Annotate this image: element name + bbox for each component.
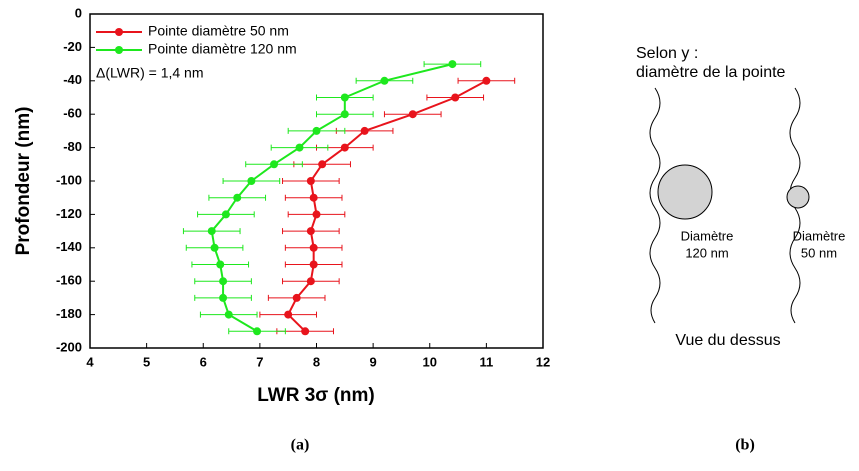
point xyxy=(312,126,321,135)
point xyxy=(292,293,301,302)
y-tick-label: -120 xyxy=(56,206,82,221)
y-tick-label: -160 xyxy=(56,273,82,288)
x-tick-label: 9 xyxy=(370,354,377,369)
point xyxy=(340,143,349,152)
x-tick-label: 12 xyxy=(536,354,550,369)
point xyxy=(224,310,233,319)
y-tick-label: -100 xyxy=(56,172,82,187)
point xyxy=(210,243,219,252)
annotation: Δ(LWR) = 1,4 nm xyxy=(96,65,204,81)
y-tick-label: -180 xyxy=(56,306,82,321)
legend-marker xyxy=(115,46,123,54)
line-edge xyxy=(649,87,661,324)
tip-large xyxy=(657,164,713,220)
legend-marker xyxy=(115,28,123,36)
point xyxy=(482,76,491,85)
y-tick-label: -200 xyxy=(56,339,82,354)
y-tick-label: -60 xyxy=(63,106,82,121)
point xyxy=(233,193,242,202)
y-tick-label: -20 xyxy=(63,39,82,54)
y-tick-label: 0 xyxy=(75,5,82,20)
x-tick-label: 8 xyxy=(313,354,320,369)
point xyxy=(309,193,318,202)
point xyxy=(284,310,293,319)
point xyxy=(312,210,321,219)
diagram-label: diamètre de la pointe xyxy=(636,64,786,81)
point xyxy=(318,160,327,169)
x-tick-label: 10 xyxy=(423,354,437,369)
point xyxy=(301,327,310,336)
point xyxy=(380,76,389,85)
diagram-label: Vue du dessus xyxy=(675,332,780,349)
diagram-label: 50 nm xyxy=(801,245,837,260)
y-axis-label: Profondeur (nm) xyxy=(13,107,34,256)
legend-label: Pointe diamètre 120 nm xyxy=(148,41,297,57)
point xyxy=(306,277,315,286)
diagram-label: Diamètre xyxy=(793,228,846,243)
point xyxy=(221,210,230,219)
point xyxy=(448,60,457,69)
x-tick-label: 11 xyxy=(480,354,494,369)
tip-small xyxy=(786,185,810,209)
point xyxy=(219,277,228,286)
series-line xyxy=(286,79,487,333)
caption: (b) xyxy=(735,437,755,454)
x-tick-label: 5 xyxy=(143,354,150,369)
x-tick-label: 4 xyxy=(86,354,94,369)
point xyxy=(207,227,216,236)
diagram-label: 120 nm xyxy=(685,245,728,260)
diagram-label: Selon y : xyxy=(636,45,698,62)
point xyxy=(360,126,369,135)
point xyxy=(247,177,256,185)
y-tick-label: -80 xyxy=(63,139,82,154)
point xyxy=(295,143,304,152)
legend-label: Pointe diamètre 50 nm xyxy=(148,23,289,39)
y-tick-label: -40 xyxy=(63,72,82,87)
point xyxy=(219,293,228,302)
point xyxy=(309,260,318,269)
diagram-label: Diamètre xyxy=(681,228,734,243)
point xyxy=(216,260,225,269)
point xyxy=(253,327,262,336)
y-tick-label: -140 xyxy=(56,239,82,254)
x-tick-label: 7 xyxy=(256,354,263,369)
point xyxy=(306,227,315,236)
point xyxy=(270,160,279,169)
point xyxy=(340,93,349,102)
x-tick-label: 6 xyxy=(200,354,207,369)
point xyxy=(451,93,460,102)
caption: (a) xyxy=(291,437,310,454)
point xyxy=(408,110,417,119)
point xyxy=(340,110,349,119)
point xyxy=(309,243,318,252)
point xyxy=(306,177,315,185)
diagram: Selon y : diamètre de la pointe Diamètre… xyxy=(636,45,845,349)
x-axis-label: LWR 3σ (nm) xyxy=(257,385,375,406)
